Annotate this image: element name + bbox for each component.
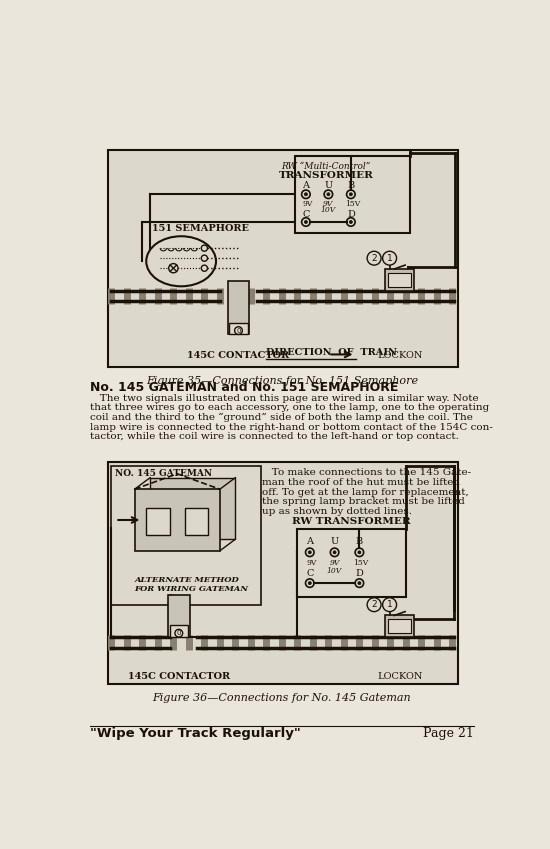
Circle shape <box>358 582 361 585</box>
Text: 0: 0 <box>177 630 181 636</box>
Text: the spring lamp bracket must be lifted: the spring lamp bracket must be lifted <box>262 498 465 506</box>
Circle shape <box>201 255 207 261</box>
Text: 2: 2 <box>371 254 377 262</box>
Circle shape <box>301 217 310 226</box>
Text: LOCKON: LOCKON <box>377 672 422 681</box>
Text: 151 SEMAPHORE: 151 SEMAPHORE <box>152 224 250 233</box>
Text: DIRECTION  OF  TRAIN: DIRECTION OF TRAIN <box>266 348 397 357</box>
Bar <box>229 323 248 335</box>
Text: B: B <box>347 181 355 189</box>
Bar <box>185 509 208 536</box>
Bar <box>385 616 414 637</box>
Polygon shape <box>150 478 235 539</box>
Text: coil and the third to the “ground” side of both the lamp and the coil. The: coil and the third to the “ground” side … <box>90 413 472 422</box>
Text: 145C CONTACTOR: 145C CONTACTOR <box>128 672 230 681</box>
Circle shape <box>331 548 339 557</box>
Text: 1: 1 <box>387 600 393 610</box>
Text: D: D <box>355 570 364 578</box>
Text: B: B <box>356 537 363 546</box>
Circle shape <box>355 548 364 557</box>
Bar <box>295 155 410 233</box>
Text: A: A <box>306 537 313 546</box>
Circle shape <box>358 551 361 554</box>
Text: Figure 35—Connections for No. 151 Semaphore: Figure 35—Connections for No. 151 Semaph… <box>146 375 418 385</box>
Text: C: C <box>306 570 313 578</box>
Bar <box>228 280 249 335</box>
Circle shape <box>201 265 207 272</box>
Circle shape <box>383 598 397 611</box>
Text: No. 145 GATEMAN and No. 151 SEMAPHORE: No. 145 GATEMAN and No. 151 SEMAPHORE <box>90 381 398 395</box>
Text: NO. 145 GATEMAN: NO. 145 GATEMAN <box>116 469 212 478</box>
Text: U: U <box>324 181 333 189</box>
Text: FOR WIRING GATEMAN: FOR WIRING GATEMAN <box>135 585 249 593</box>
Text: tactor, while the coil wire is connected to the left-hand or top contact.: tactor, while the coil wire is connected… <box>90 432 459 441</box>
Text: ALTERNATE METHOD: ALTERNATE METHOD <box>135 576 239 584</box>
Bar <box>168 594 190 637</box>
Text: 15V: 15V <box>345 200 360 207</box>
Circle shape <box>367 251 381 265</box>
Text: 15V: 15V <box>353 559 369 567</box>
Circle shape <box>383 251 397 265</box>
Circle shape <box>169 263 178 273</box>
Bar <box>107 462 458 684</box>
Text: that three wires go to each accessory, one to the lamp, one to the operating: that three wires go to each accessory, o… <box>90 403 489 413</box>
Bar <box>298 529 406 597</box>
Text: "Wipe Your Track Regularly": "Wipe Your Track Regularly" <box>90 727 300 739</box>
Text: up as shown by dotted lines.: up as shown by dotted lines. <box>262 507 412 516</box>
Circle shape <box>367 598 381 611</box>
Text: 9V: 9V <box>302 200 312 207</box>
Text: D: D <box>347 210 355 219</box>
Text: The two signals illustrated on this page are wired in a similar way. Note: The two signals illustrated on this page… <box>90 394 478 402</box>
Text: 1: 1 <box>387 254 393 262</box>
Circle shape <box>201 245 207 251</box>
Text: 10V: 10V <box>321 205 336 214</box>
Text: 0: 0 <box>236 328 241 334</box>
Circle shape <box>305 579 314 588</box>
Circle shape <box>304 221 307 223</box>
Text: Page 21: Page 21 <box>423 727 474 739</box>
Circle shape <box>346 190 355 199</box>
Circle shape <box>327 193 330 196</box>
Bar <box>107 149 458 367</box>
Bar <box>111 466 261 604</box>
Text: 9V: 9V <box>329 559 340 567</box>
Text: 9V: 9V <box>306 559 316 567</box>
Ellipse shape <box>146 236 216 286</box>
Circle shape <box>324 190 333 199</box>
Bar <box>385 269 414 290</box>
Circle shape <box>346 217 355 226</box>
Text: Figure 36—Connections for No. 145 Gateman: Figure 36—Connections for No. 145 Gatema… <box>152 693 411 703</box>
Circle shape <box>308 582 311 585</box>
Text: 9V: 9V <box>323 200 333 207</box>
Circle shape <box>349 221 353 223</box>
Text: TRANSFORMER: TRANSFORMER <box>279 171 373 180</box>
Text: 10V: 10V <box>327 567 342 575</box>
Circle shape <box>301 190 310 199</box>
Bar <box>388 619 411 633</box>
Text: man the roof of the hut must be lifted: man the roof of the hut must be lifted <box>262 478 460 487</box>
Circle shape <box>175 629 183 637</box>
Text: lamp wire is connected to the right-hand or bottom contact of the 154C con-: lamp wire is connected to the right-hand… <box>90 423 493 431</box>
Circle shape <box>349 193 353 196</box>
Text: C: C <box>302 210 310 219</box>
Bar <box>169 626 188 637</box>
Text: LOCKON: LOCKON <box>377 351 422 360</box>
Text: RW “Multi-Control”: RW “Multi-Control” <box>282 162 371 171</box>
Text: 2: 2 <box>371 600 377 610</box>
Text: To make connections to the 145 Gate-: To make connections to the 145 Gate- <box>262 469 472 477</box>
Circle shape <box>333 551 336 554</box>
Circle shape <box>235 327 243 335</box>
Circle shape <box>305 548 314 557</box>
Text: RW TRANSFORMER: RW TRANSFORMER <box>292 517 411 526</box>
Bar <box>146 509 169 536</box>
Text: 145C CONTACTOR: 145C CONTACTOR <box>188 351 289 360</box>
Bar <box>388 273 411 287</box>
Circle shape <box>355 579 364 588</box>
Bar <box>135 489 220 551</box>
Text: A: A <box>302 181 310 189</box>
Text: off. To get at the lamp for replacement,: off. To get at the lamp for replacement, <box>262 487 469 497</box>
Circle shape <box>308 551 311 554</box>
Circle shape <box>304 193 307 196</box>
Text: U: U <box>331 537 339 546</box>
